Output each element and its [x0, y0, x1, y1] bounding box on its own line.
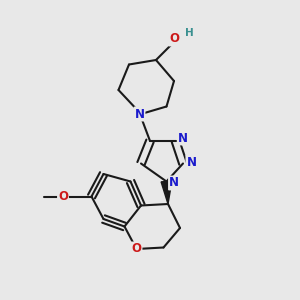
Text: N: N	[169, 176, 179, 190]
Text: N: N	[178, 131, 188, 145]
Text: N: N	[134, 107, 145, 121]
Text: O: O	[131, 242, 142, 256]
Text: O: O	[58, 190, 68, 203]
Text: O: O	[169, 32, 179, 46]
Text: N: N	[186, 155, 197, 169]
Text: H: H	[184, 28, 194, 38]
Polygon shape	[161, 181, 172, 204]
